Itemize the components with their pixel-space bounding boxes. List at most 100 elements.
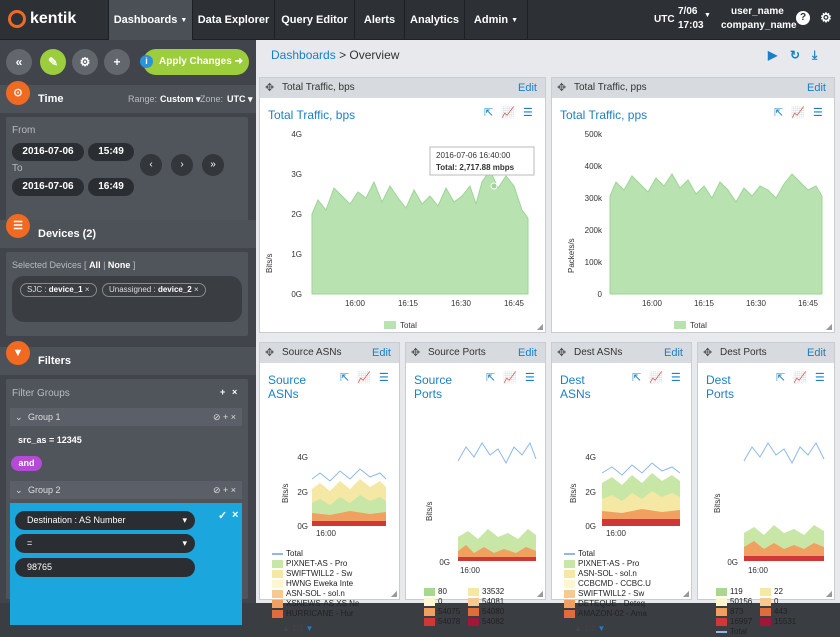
- menu-icon[interactable]: ☰: [814, 372, 825, 384]
- close-icon[interactable]: ×: [232, 387, 238, 397]
- gear-icon[interactable]: ⚙: [820, 10, 832, 25]
- from-date[interactable]: 2016-07-06: [12, 143, 84, 161]
- resize-handle-icon[interactable]: ◢: [825, 589, 832, 598]
- company-name[interactable]: company_name: [721, 20, 797, 31]
- user-name[interactable]: user_name: [731, 6, 784, 17]
- edit-link[interactable]: Edit: [807, 82, 826, 94]
- legend-item[interactable]: 873 443: [716, 607, 796, 617]
- settings-button[interactable]: ⚙: [72, 49, 98, 75]
- to-date[interactable]: 2016-07-06: [12, 178, 84, 196]
- legend-item[interactable]: 80 33532: [424, 587, 504, 597]
- resize-handle-icon[interactable]: ◢: [390, 589, 397, 598]
- menu-icon[interactable]: ☰: [670, 372, 681, 384]
- chart-icon[interactable]: 📈: [501, 107, 515, 119]
- legend-item[interactable]: Total: [564, 549, 651, 559]
- legend-pager[interactable]: ▲ 1/2 ▼: [282, 624, 314, 633]
- resize-handle-icon[interactable]: ◢: [682, 589, 689, 598]
- select-none-link[interactable]: None: [107, 260, 131, 270]
- chart-icon[interactable]: 📈: [791, 107, 805, 119]
- chart-icon[interactable]: 📈: [357, 372, 371, 384]
- panel-header[interactable]: ✥ Total Traffic, bps Edit: [260, 78, 545, 98]
- group-2-header[interactable]: ⌄ Group 2 ⊘ + ×: [10, 481, 242, 499]
- nav-admin[interactable]: Admin ▼: [464, 0, 528, 40]
- legend-item[interactable]: 54078 54082: [424, 617, 504, 627]
- external-link-icon[interactable]: ⇱: [774, 107, 784, 119]
- external-link-icon[interactable]: ⇱: [486, 372, 496, 384]
- zone-select[interactable]: UTC ▾: [227, 94, 253, 104]
- next-button[interactable]: ›: [171, 154, 193, 176]
- nav-query-editor[interactable]: Query Editor: [274, 0, 354, 40]
- close-icon[interactable]: ×: [84, 285, 90, 294]
- dimension-select[interactable]: Destination : AS Number ▾: [15, 511, 195, 530]
- filters-section-header[interactable]: ▼ Filters: [0, 341, 256, 375]
- nav-data-explorer[interactable]: Data Explorer: [192, 0, 274, 40]
- legend-item[interactable]: 50156 0: [716, 597, 796, 607]
- menu-icon[interactable]: ☰: [522, 107, 533, 119]
- move-icon[interactable]: ✥: [265, 82, 275, 94]
- menu-icon[interactable]: ☰: [812, 107, 823, 119]
- device-tag[interactable]: Unassigned : device_2 ×: [102, 283, 206, 297]
- add-button[interactable]: +: [104, 49, 130, 75]
- edit-link[interactable]: Edit: [518, 82, 537, 94]
- menu-icon[interactable]: ☰: [378, 372, 389, 384]
- legend-item[interactable]: ASN-SOL - sol.n: [272, 589, 359, 599]
- to-time[interactable]: 16:49: [88, 178, 134, 196]
- legend-item[interactable]: ASN-SOL - sol.n: [564, 569, 651, 579]
- breadcrumb-dashboards-link[interactable]: Dashboards: [271, 48, 336, 62]
- apply-changes-button[interactable]: Apply Changes ➜: [143, 49, 249, 75]
- legend-label[interactable]: Total: [400, 321, 417, 330]
- latest-button[interactable]: »: [202, 154, 224, 176]
- select-all-link[interactable]: All: [89, 260, 101, 270]
- chart-icon[interactable]: 📈: [503, 372, 517, 384]
- panel-header[interactable]: ✥ Total Traffic, pps Edit: [552, 78, 834, 98]
- check-icon[interactable]: ✓: [218, 510, 228, 522]
- close-icon[interactable]: ×: [232, 509, 239, 521]
- device-tag[interactable]: SJC : device_1 ×: [20, 283, 97, 297]
- move-icon[interactable]: ✥: [557, 82, 567, 94]
- legend-item[interactable]: HURRICANE - Hur: [272, 609, 359, 619]
- devices-selector[interactable]: SJC : device_1 × Unassigned : device_2 ×: [12, 276, 242, 322]
- legend-item[interactable]: 54075 54080: [424, 607, 504, 617]
- move-icon[interactable]: ✥: [411, 347, 421, 359]
- legend-item[interactable]: 119 22: [716, 587, 796, 597]
- move-icon[interactable]: ✥: [265, 347, 275, 359]
- external-link-icon[interactable]: ⇱: [484, 107, 494, 119]
- legend-item[interactable]: 16997 15531: [716, 617, 796, 627]
- resize-handle-icon[interactable]: ◢: [536, 322, 543, 331]
- external-link-icon[interactable]: ⇱: [776, 372, 786, 384]
- legend-item[interactable]: AMAZON-02 - Ama: [564, 609, 651, 619]
- legend-item[interactable]: SWIFTWILL2 - Sw: [272, 569, 359, 579]
- collapse-sidebar-button[interactable]: «: [6, 49, 32, 75]
- download-icon[interactable]: ⤓: [812, 48, 818, 62]
- filter-rule[interactable]: src_as = 12345: [18, 435, 82, 445]
- time-section-header[interactable]: ⊙ Time Range: Custom ▾ Zone: UTC ▾: [0, 81, 256, 113]
- legend-item[interactable]: SWIFTWILL2 - Sw: [564, 589, 651, 599]
- panel-header[interactable]: ✥ Source Ports Edit: [406, 343, 545, 363]
- operator-select[interactable]: = ▾: [15, 534, 195, 553]
- legend-item[interactable]: HWNG Eweka Inte: [272, 579, 359, 589]
- panel-header[interactable]: ✥ Dest Ports Edit: [698, 343, 834, 363]
- external-link-icon[interactable]: ⇱: [340, 372, 350, 384]
- edit-button[interactable]: ✎: [40, 49, 66, 75]
- legend-label[interactable]: Total: [690, 321, 707, 330]
- nav-analytics[interactable]: Analytics: [404, 0, 464, 40]
- legend-item[interactable]: DETEQUE - Deteq: [564, 599, 651, 609]
- chart-icon[interactable]: 📈: [793, 372, 807, 384]
- nav-dashboards[interactable]: Dashboards ▼: [108, 0, 192, 40]
- legend-item[interactable]: CCBCMD - CCBC.U: [564, 579, 651, 589]
- refresh-icon[interactable]: ↻: [790, 48, 801, 62]
- group-actions-icon[interactable]: ⊘ + ×: [212, 412, 236, 422]
- legend-item[interactable]: XSNEWS-AS XS Ne: [272, 599, 359, 609]
- legend-item[interactable]: PIXNET-AS - Pro: [564, 559, 651, 569]
- external-link-icon[interactable]: ⇱: [632, 372, 642, 384]
- add-group-icon[interactable]: +: [220, 387, 226, 397]
- from-time[interactable]: 15:49: [88, 143, 134, 161]
- group-actions-icon[interactable]: ⊘ + ×: [212, 485, 236, 495]
- help-icon[interactable]: ?: [796, 11, 810, 25]
- close-icon[interactable]: ×: [193, 285, 199, 294]
- edit-link[interactable]: Edit: [372, 347, 391, 359]
- play-icon[interactable]: ▶: [768, 48, 778, 62]
- legend-item[interactable]: Total: [716, 627, 796, 637]
- resize-handle-icon[interactable]: ◢: [825, 322, 832, 331]
- legend-pager[interactable]: ▲ 1/2 ▼: [574, 624, 606, 633]
